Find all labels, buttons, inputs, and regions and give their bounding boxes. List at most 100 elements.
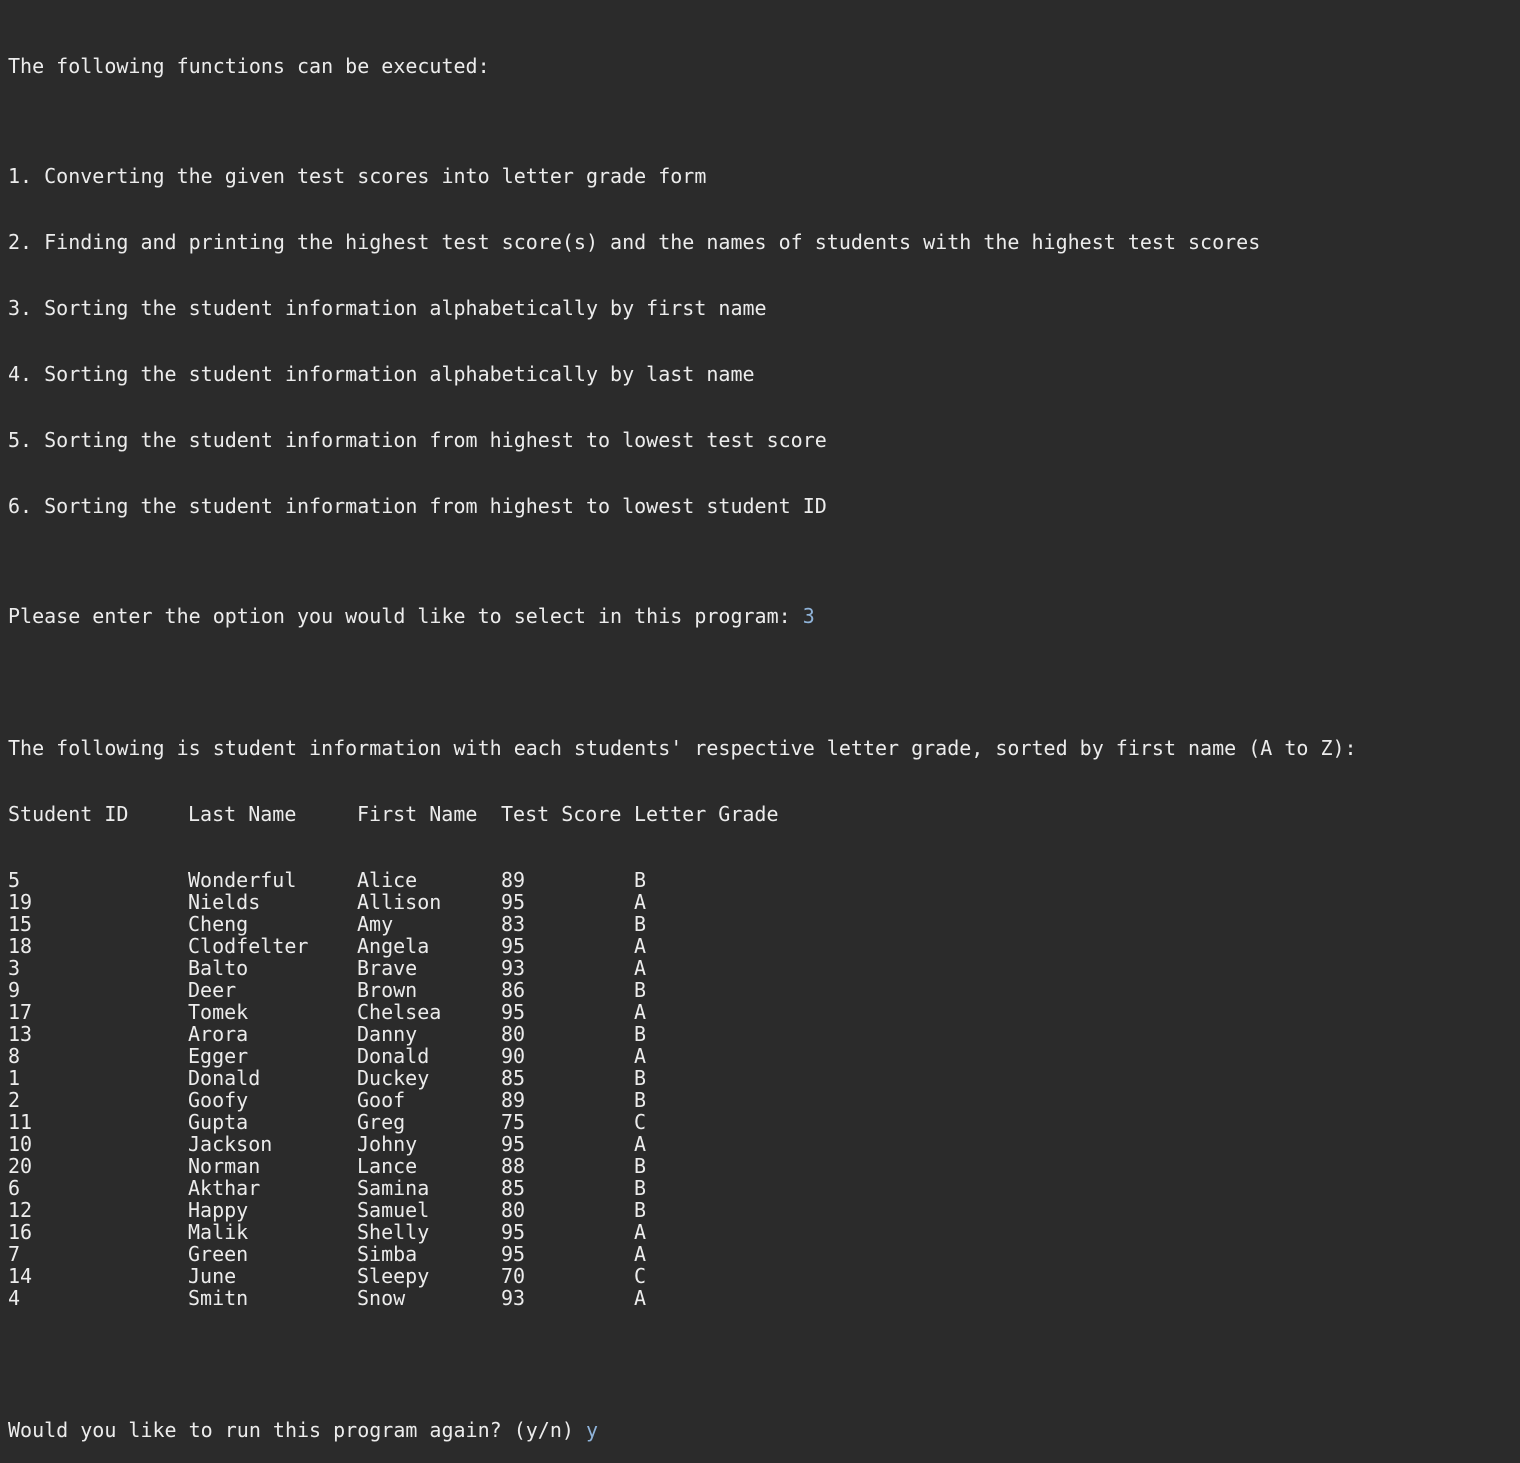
table-row: 6 Akthar Samina 85 B [8, 1177, 1520, 1199]
table-row: 19 Nields Allison 95 A [8, 891, 1520, 913]
option-prompt: Please enter the option you would like t… [8, 604, 803, 628]
menu-header: The following functions can be executed: [8, 54, 490, 78]
letter-grade-cell: C [634, 1264, 647, 1288]
table-row: 2 Goofy Goof 89 B [8, 1089, 1520, 1111]
rerun-input[interactable]: y [585, 1418, 599, 1442]
student-id-cell: 3 [8, 956, 21, 980]
test-score-cell: 95 [501, 1132, 526, 1156]
first-name-cell: Lance [357, 1154, 418, 1178]
last-name-cell: Nields [188, 890, 261, 914]
student-id-cell: 1 [8, 1066, 21, 1090]
student-id-cell: 7 [8, 1242, 21, 1266]
first-name-cell: Samuel [357, 1198, 430, 1222]
last-name-cell: Malik [188, 1220, 249, 1244]
test-score-cell: 95 [501, 1000, 526, 1024]
student-id-cell: 19 [8, 890, 33, 914]
first-name-cell: Amy [357, 912, 394, 936]
option-prompt-line: Please enter the option you would like t… [8, 605, 1520, 627]
student-id-cell: 14 [8, 1264, 33, 1288]
last-name-cell: Tomek [188, 1000, 249, 1024]
student-id-cell: 5 [8, 868, 21, 892]
test-score-cell: 88 [501, 1154, 526, 1178]
test-score-cell: 95 [501, 1242, 526, 1266]
test-score-cell: 85 [501, 1176, 526, 1200]
last-name-cell: Arora [188, 1022, 249, 1046]
last-name-cell: Donald [188, 1066, 261, 1090]
last-name-cell: Goofy [188, 1088, 249, 1112]
option-input[interactable]: 3 [802, 604, 815, 628]
menu-option-4: 4. Sorting the student information alpha… [8, 362, 755, 386]
blank-line [8, 1353, 1520, 1375]
test-score-cell: 93 [501, 1286, 526, 1310]
letter-grade-cell: A [634, 1286, 647, 1310]
last-name-cell: Clodfelter [188, 934, 309, 958]
test-score-cell: 75 [501, 1110, 526, 1134]
test-score-cell: 89 [501, 868, 526, 892]
last-name-cell: Cheng [188, 912, 249, 936]
table-row: 5 Wonderful Alice 89 B [8, 869, 1520, 891]
test-score-cell: 95 [501, 934, 526, 958]
student-id-cell: 4 [8, 1286, 21, 1310]
first-name-cell: Shelly [357, 1220, 430, 1244]
student-id-cell: 16 [8, 1220, 33, 1244]
last-name-cell: Akthar [188, 1176, 261, 1200]
column-header-first-name: First Name [357, 802, 478, 826]
last-name-cell: Balto [188, 956, 249, 980]
letter-grade-cell: A [634, 1242, 647, 1266]
table-row: 1 Donald Duckey 85 B [8, 1067, 1520, 1089]
table-row: 10 Jackson Johny 95 A [8, 1133, 1520, 1155]
first-name-cell: Danny [357, 1022, 418, 1046]
table-row: 11 Gupta Greg 75 C [8, 1111, 1520, 1133]
letter-grade-cell: A [634, 1132, 647, 1156]
letter-grade-cell: B [634, 912, 647, 936]
test-score-cell: 83 [501, 912, 526, 936]
letter-grade-cell: A [634, 956, 647, 980]
column-header-letter-grade: Letter Grade [634, 802, 779, 826]
test-score-cell: 86 [501, 978, 526, 1002]
menu-option-6: 6. Sorting the student information from … [8, 494, 827, 518]
last-name-cell: Jackson [188, 1132, 273, 1156]
terminal-output: The following functions can be executed:… [8, 11, 1520, 1463]
table-row: 18 Clodfelter Angela 95 A [8, 935, 1520, 957]
student-id-cell: 15 [8, 912, 33, 936]
student-table-body: 5 Wonderful Alice 89 B 19 Nields Allison 95 A 15 Ch… [8, 869, 1520, 1309]
table-row: 9 Deer Brown 86 B [8, 979, 1520, 1001]
letter-grade-cell: A [634, 1220, 647, 1244]
last-name-cell: Green [188, 1242, 249, 1266]
first-name-cell: Allison [357, 890, 442, 914]
menu-option-1: 1. Converting the given test scores into… [8, 164, 707, 188]
student-id-cell: 12 [8, 1198, 33, 1222]
test-score-cell: 89 [501, 1088, 526, 1112]
last-name-cell: Norman [188, 1154, 261, 1178]
table-row: 12 Happy Samuel 80 B [8, 1199, 1520, 1221]
test-score-cell: 85 [501, 1066, 526, 1090]
table-row: 20 Norman Lance 88 B [8, 1155, 1520, 1177]
student-id-cell: 11 [8, 1110, 33, 1134]
menu-option-5: 5. Sorting the student information from … [8, 428, 827, 452]
letter-grade-cell: B [634, 1022, 647, 1046]
student-id-cell: 17 [8, 1000, 33, 1024]
first-name-cell: Snow [357, 1286, 406, 1310]
letter-grade-cell: B [634, 1176, 647, 1200]
table-row: 16 Malik Shelly 95 A [8, 1221, 1520, 1243]
first-name-cell: Goof [357, 1088, 406, 1112]
table-row: 15 Cheng Amy 83 B [8, 913, 1520, 935]
menu-option-3: 3. Sorting the student information alpha… [8, 296, 767, 320]
test-score-cell: 80 [501, 1022, 526, 1046]
last-name-cell: Smitn [188, 1286, 249, 1310]
student-id-cell: 18 [8, 934, 33, 958]
first-name-cell: Samina [357, 1176, 430, 1200]
column-header-test-score: Test Score [501, 802, 622, 826]
last-name-cell: Gupta [188, 1110, 249, 1134]
letter-grade-cell: B [634, 978, 647, 1002]
result-heading: The following is student information wit… [8, 736, 1357, 760]
letter-grade-cell: C [634, 1110, 647, 1134]
first-name-cell: Alice [357, 868, 418, 892]
letter-grade-cell: B [634, 1198, 647, 1222]
letter-grade-cell: A [634, 934, 647, 958]
first-name-cell: Donald [357, 1044, 430, 1068]
table-row: 13 Arora Danny 80 B [8, 1023, 1520, 1045]
student-id-cell: 10 [8, 1132, 33, 1156]
first-name-cell: Simba [357, 1242, 418, 1266]
last-name-cell: June [188, 1264, 237, 1288]
